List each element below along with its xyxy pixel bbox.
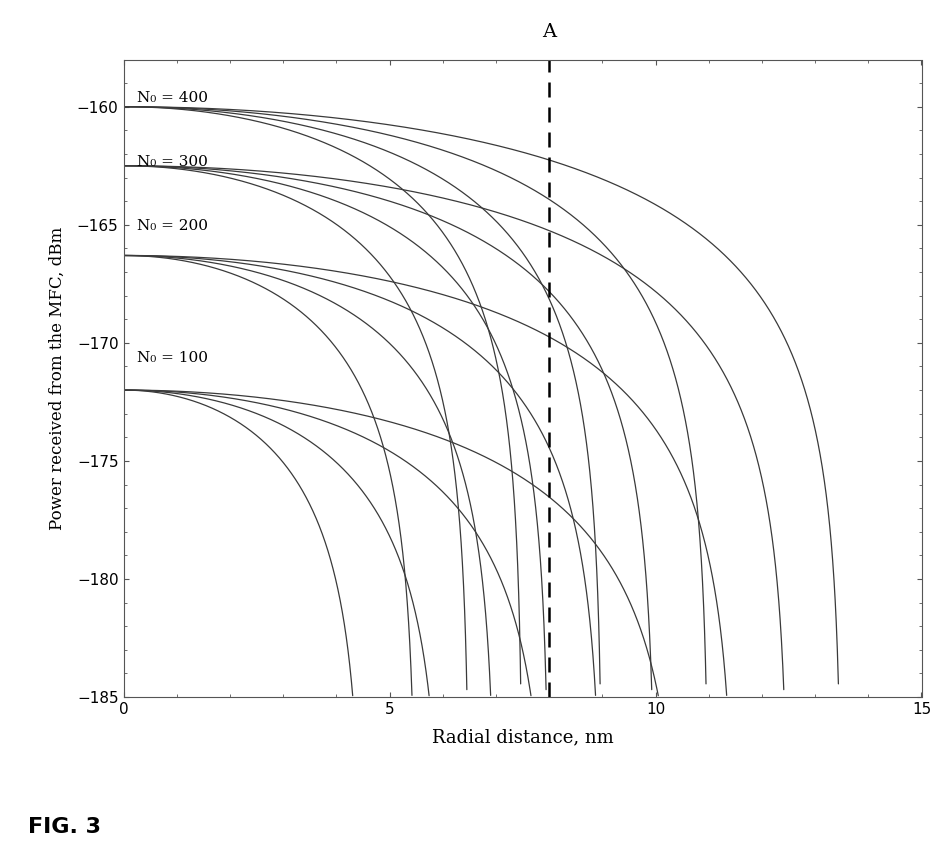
Text: A: A (542, 23, 556, 41)
Text: N₀ = 100: N₀ = 100 (137, 351, 208, 365)
Text: N₀ = 300: N₀ = 300 (137, 155, 208, 169)
Text: N₀ = 200: N₀ = 200 (137, 218, 208, 233)
Text: N₀ = 400: N₀ = 400 (137, 91, 208, 105)
Y-axis label: Power received from the MFC, dBm: Power received from the MFC, dBm (48, 227, 66, 530)
Text: FIG. 3: FIG. 3 (28, 817, 102, 837)
X-axis label: Radial distance, nm: Radial distance, nm (431, 728, 614, 746)
